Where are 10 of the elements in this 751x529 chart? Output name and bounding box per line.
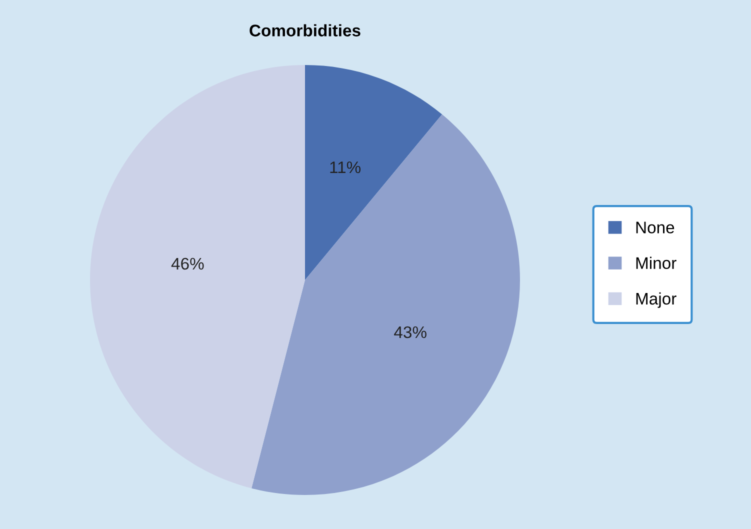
chart-title: Comorbidities [250, 24, 360, 36]
pie-slice [252, 114, 520, 495]
legend-label: Major [636, 292, 676, 308]
pie-slice [305, 65, 442, 280]
legend-label: Minor [636, 256, 676, 270]
pie-slice [90, 65, 305, 488]
data-label: 43% [394, 326, 426, 338]
data-label: 46% [171, 258, 204, 270]
legend-label: None [636, 222, 674, 234]
data-label: 11% [330, 161, 361, 174]
